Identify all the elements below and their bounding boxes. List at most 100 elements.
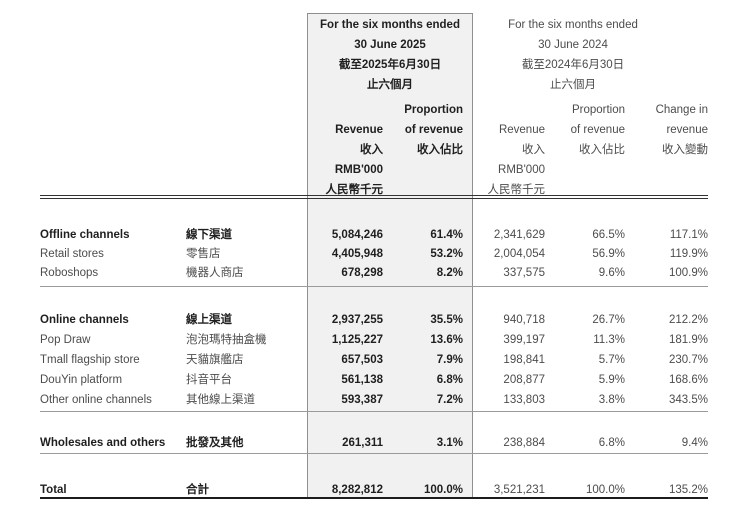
proportion-2024-value: 6.8%: [598, 437, 625, 449]
revenue-2024-value: 133,803: [503, 394, 545, 406]
proportion-2025-value: 7.2%: [436, 394, 463, 406]
proportion-2024-en1: Proportion: [571, 104, 625, 116]
unit-2025-en: RMB'000: [334, 164, 383, 176]
revenue-2025-value: 261,311: [342, 437, 383, 449]
revenue-2025-value: 657,503: [341, 354, 383, 366]
change-in-revenue-value: 181.9%: [668, 334, 708, 346]
table-row-tmall-flagship-store: Tmall flagship store 天貓旗艦店 657,503 7.9% …: [40, 350, 708, 370]
revenue-2024-value: 399,197: [503, 334, 545, 346]
change-in-revenue-value: 119.9%: [669, 248, 708, 260]
revenue-2025-value: 593,387: [341, 394, 383, 406]
revenue-2024-value: 940,718: [503, 314, 545, 326]
change-in-revenue-value: 343.5%: [668, 394, 708, 406]
change-en2: revenue: [666, 124, 708, 136]
row-label-en: Total: [40, 484, 67, 496]
col-header-proportion-2025: Proportion of revenue 收入佔比: [386, 100, 470, 200]
row-label-zh: 機器人商店: [186, 267, 244, 279]
row-label-en: Online channels: [40, 314, 129, 326]
proportion-2024-value: 100.0%: [585, 484, 625, 496]
revenue-2025-value: 1,125,227: [331, 334, 383, 346]
unit-2024-zh: 人民幣千元: [487, 184, 546, 196]
table-row-retail-stores: Retail stores 零售店 4,405,948 53.2% 2,004,…: [40, 244, 708, 264]
row-label-zh: 線上渠道: [186, 314, 232, 326]
col-header-revenue-2025: Revenue 收入 RMB'000 人民幣千元: [307, 100, 386, 200]
proportion-2024-value: 56.9%: [592, 248, 625, 260]
proportion-2025-zh: 收入佔比: [417, 144, 463, 156]
table-row-wholesales-and-others: Wholesales and others 批發及其他 261,311 3.1%…: [40, 433, 708, 453]
revenue-2024-value: 337,575: [503, 267, 545, 279]
proportion-2024-value: 5.7%: [598, 354, 625, 366]
row-label-zh: 合計: [186, 484, 209, 496]
proportion-2024-value: 5.9%: [598, 374, 625, 386]
revenue-2025-en: Revenue: [335, 124, 383, 136]
change-en1: Change in: [655, 104, 708, 116]
row-label-zh: 批發及其他: [186, 437, 244, 449]
proportion-2025-value: 7.9%: [436, 354, 463, 366]
change-in-revenue-value: 212.2%: [668, 314, 708, 326]
unit-2025-zh: 人民幣千元: [325, 184, 384, 196]
proportion-2025-en1: Proportion: [404, 104, 463, 116]
proportion-2025-value: 8.2%: [436, 267, 463, 279]
table-row-offline-channels: Offline channels 線下渠道 5,084,246 61.4% 2,…: [40, 225, 708, 245]
period-2025-line2: 30 June 2025: [354, 39, 426, 51]
revenue-2025-value: 4,405,948: [331, 248, 383, 260]
table-row-total: Total 合計 8,282,812 100.0% 3,521,231 100.…: [40, 480, 708, 500]
row-label-zh: 抖音平台: [186, 374, 232, 386]
revenue-2024-value: 208,877: [503, 374, 545, 386]
row-label-zh: 線下渠道: [186, 229, 232, 241]
col-header-change: Change in revenue 收入變動: [628, 100, 708, 200]
proportion-2024-zh: 收入佔比: [579, 144, 625, 156]
row-label-zh: 天貓旗艦店: [186, 354, 244, 366]
period-header-2024: For the six months ended 30 June 2024 截至…: [470, 15, 676, 95]
section-rule-online: [40, 411, 708, 412]
proportion-2025-value: 3.1%: [436, 437, 463, 449]
revenue-2025-value: 2,937,255: [331, 314, 383, 326]
revenue-2025-value: 678,298: [341, 267, 383, 279]
section-rule-offline: [40, 286, 708, 287]
total-bottom-rule: [40, 497, 708, 499]
revenue-2025-zh: 收入: [360, 144, 383, 156]
revenue-2025-value: 561,138: [341, 374, 383, 386]
period-header-2025: For the six months ended 30 June 2025 截至…: [307, 15, 473, 95]
change-in-revenue-value: 117.1%: [669, 229, 708, 241]
proportion-2025-en2: of revenue: [404, 124, 463, 136]
proportion-2024-value: 9.6%: [598, 267, 625, 279]
revenue-2024-value: 198,841: [503, 354, 545, 366]
revenue-2024-en: Revenue: [498, 124, 545, 136]
proportion-2025-value: 13.6%: [430, 334, 463, 346]
revenue-2024-zh: 收入: [522, 144, 545, 156]
change-in-revenue-value: 9.4%: [681, 437, 708, 449]
proportion-2024-value: 26.7%: [592, 314, 625, 326]
row-label-en: Retail stores: [40, 248, 104, 260]
spacer-label-en: [40, 100, 186, 200]
row-label-zh: 泡泡瑪特抽盒機: [186, 334, 267, 346]
spacer-label-zh: [186, 100, 307, 200]
revenue-2025-value: 8,282,812: [331, 484, 383, 496]
section-rule-wholesales: [40, 453, 708, 454]
change-in-revenue-value: 135.2%: [668, 484, 708, 496]
col-header-revenue-2024: Revenue 收入 RMB'000 人民幣千元: [470, 100, 548, 200]
change-in-revenue-value: 230.7%: [668, 354, 708, 366]
row-label-zh: 零售店: [186, 248, 221, 260]
proportion-2025-value: 53.2%: [430, 248, 463, 260]
revenue-2025-value: 5,084,246: [331, 229, 383, 241]
revenue-2024-value: 2,341,629: [493, 229, 545, 241]
proportion-2024-en2: of revenue: [570, 124, 625, 136]
proportion-2024-value: 3.8%: [598, 394, 625, 406]
period-2025-line4: 止六個月: [367, 79, 413, 91]
proportion-2025-value: 35.5%: [430, 314, 463, 326]
row-label-zh: 其他線上渠道: [186, 394, 255, 406]
header-separator-rule: [40, 195, 708, 199]
column-header-row: Revenue 收入 RMB'000 人民幣千元 Proportion of r…: [40, 100, 709, 200]
proportion-2024-value: 66.5%: [592, 229, 625, 241]
proportion-2024-value: 11.3%: [593, 334, 625, 346]
row-label-en: Offline channels: [40, 229, 130, 241]
row-label-en: Pop Draw: [40, 334, 91, 346]
change-in-revenue-value: 100.9%: [668, 267, 708, 279]
period-2024-line2: 30 June 2024: [538, 39, 608, 51]
table-row-other-online-channels: Other online channels 其他線上渠道 593,387 7.2…: [40, 390, 708, 410]
unit-2024-en: RMB'000: [498, 164, 545, 176]
table-row-roboshops: Roboshops 機器人商店 678,298 8.2% 337,575 9.6…: [40, 263, 708, 283]
table-row-online-channels: Online channels 線上渠道 2,937,255 35.5% 940…: [40, 310, 708, 330]
